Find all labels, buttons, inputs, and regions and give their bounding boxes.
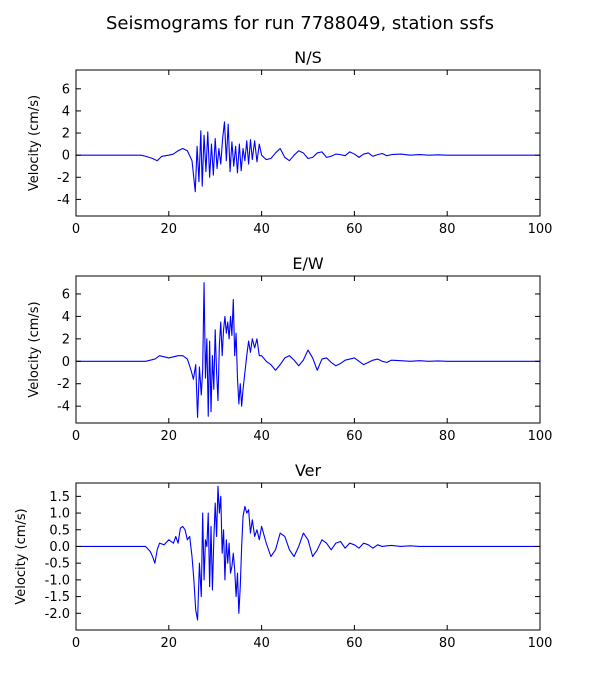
x-tick-label: 60 [346, 429, 363, 444]
x-tick-label: 60 [346, 222, 363, 237]
y-tick-label: 2 [62, 332, 70, 347]
y-tick-label: 2 [62, 127, 70, 142]
y-tick-label: 0.0 [49, 540, 70, 555]
y-axis-label-ns: Velocity (cm/s) [27, 95, 42, 191]
panel-ew: E/W 0 20 40 60 80 100 -4 -2 0 2 4 6 Velocity (cm/s) [27, 254, 552, 444]
x-tick-label: 20 [161, 636, 178, 651]
x-tick-label: 0 [72, 429, 80, 444]
y-tick-label: 6 [62, 287, 70, 302]
y-tick-label: -1.5 [45, 590, 70, 605]
x-tick-label: 60 [346, 636, 363, 651]
panel-ns: N/S 0 20 40 60 80 100 -4 -2 0 2 4 6 Velocity (cm/s) [27, 48, 552, 237]
x-tick-label: 40 [253, 429, 270, 444]
x-tick-label: 100 [528, 636, 553, 651]
figure-suptitle: Seismograms for run 7788049, station ssf… [106, 13, 494, 34]
y-tick-label: 0.5 [49, 523, 70, 538]
x-tick-label: 80 [439, 429, 456, 444]
axes-frame-ew [75, 275, 541, 424]
x-tick-label: 20 [161, 429, 178, 444]
x-tick-label: 40 [253, 222, 270, 237]
x-tick-label: 100 [528, 222, 553, 237]
x-tick-label: 100 [528, 429, 553, 444]
axes-frame-ns [75, 69, 541, 217]
y-tick-label: 4 [62, 310, 70, 325]
panel-title-ns: N/S [294, 48, 322, 67]
axes-frame-ver [75, 482, 541, 631]
panel-title-ew: E/W [292, 254, 324, 273]
y-tick-label: -2 [57, 377, 70, 392]
y-axis-label-ew: Velocity (cm/s) [27, 301, 42, 397]
series-line-ew [76, 282, 540, 418]
y-tick-label: -0.5 [45, 557, 70, 572]
series-line-ns [76, 121, 540, 193]
panel-ver: Ver 0 20 40 60 80 100 -2.0 -1.5 -1.0-0.5 0.0 0.51.0… [14, 461, 552, 651]
y-tick-label: -2 [57, 171, 70, 186]
y-tick-label: -1.0 [45, 573, 70, 588]
series-line-ver [76, 485, 540, 621]
y-tick-label: -4 [57, 193, 70, 208]
y-tick-label: 0 [62, 149, 70, 164]
x-tick-label: 40 [253, 636, 270, 651]
y-tick-label: 6 [62, 82, 70, 97]
x-tick-label: 80 [439, 636, 456, 651]
x-tick-label: 20 [161, 222, 178, 237]
y-tick-label: 1.0 [49, 507, 70, 522]
x-tick-label: 0 [72, 636, 80, 651]
y-tick-label: -2.0 [45, 607, 70, 622]
y-tick-label: -4 [57, 400, 70, 415]
x-tick-label: 0 [72, 222, 80, 237]
panel-title-ver: Ver [295, 461, 322, 480]
y-axis-label-ver: Velocity (cm/s) [14, 508, 29, 604]
y-tick-label: 4 [62, 104, 70, 119]
y-tick-label: 0 [62, 355, 70, 370]
y-tick-label: 1.5 [49, 490, 70, 505]
x-tick-label: 80 [439, 222, 456, 237]
